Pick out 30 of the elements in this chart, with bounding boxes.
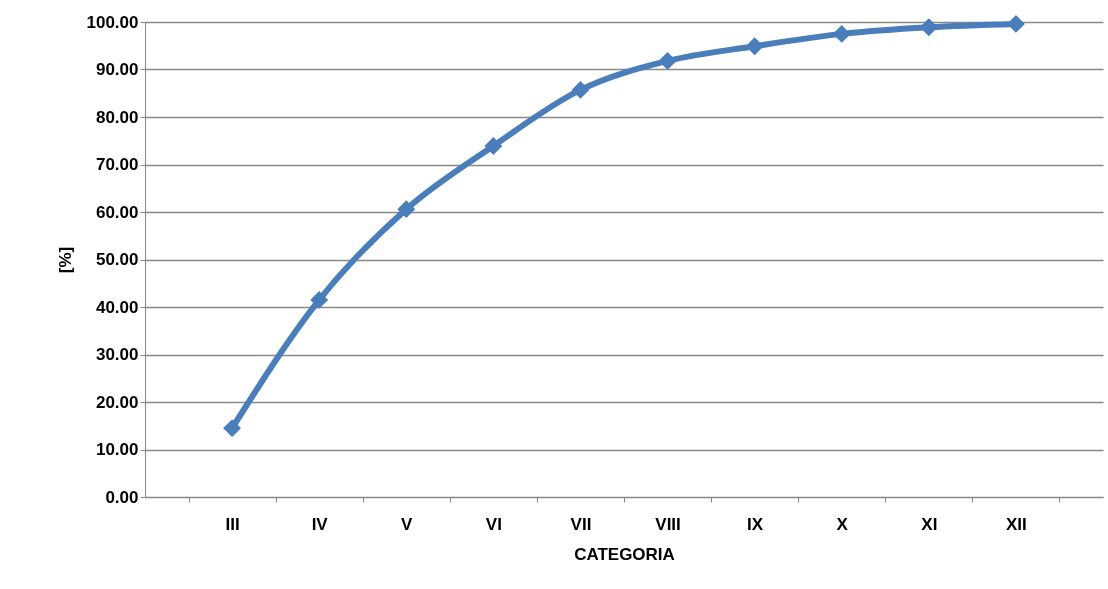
x-tick-label: XI <box>921 514 938 534</box>
point <box>658 52 677 70</box>
point <box>397 200 416 219</box>
x-tick-label: X <box>836 514 849 534</box>
y-tick-label: 80.00 <box>95 107 139 127</box>
x-axis-title: CATEGORIA <box>574 544 675 564</box>
y-tick-label: 60.00 <box>95 202 139 222</box>
y-tick-label: 50.00 <box>95 250 139 269</box>
y-tick-label: 70.00 <box>95 155 139 174</box>
point <box>310 290 329 309</box>
point <box>223 419 242 438</box>
y-tick-label: 100.00 <box>86 12 139 32</box>
y-tick-label: 20.00 <box>95 392 139 412</box>
y-tick-label: 0.00 <box>105 487 139 507</box>
y-tick-label: 40.00 <box>95 297 139 317</box>
x-tick-label: V <box>401 514 414 534</box>
y-axis-title: [%] <box>55 246 75 274</box>
x-tick-label: VIII <box>655 514 681 534</box>
x-tick-label: IV <box>311 514 329 534</box>
x-tick-label: IX <box>747 514 764 534</box>
x-tick-label: VI <box>485 514 502 534</box>
point <box>571 80 590 99</box>
y-tick-label: 90.00 <box>95 60 139 79</box>
y-tick-label: 30.00 <box>95 345 139 364</box>
point <box>745 37 764 56</box>
y-tick-label: 10.00 <box>95 440 139 459</box>
x-tick-label: VII <box>570 514 592 534</box>
x-tick-label: III <box>225 514 240 534</box>
point <box>484 137 503 155</box>
x-tick-label: XII <box>1006 514 1027 534</box>
